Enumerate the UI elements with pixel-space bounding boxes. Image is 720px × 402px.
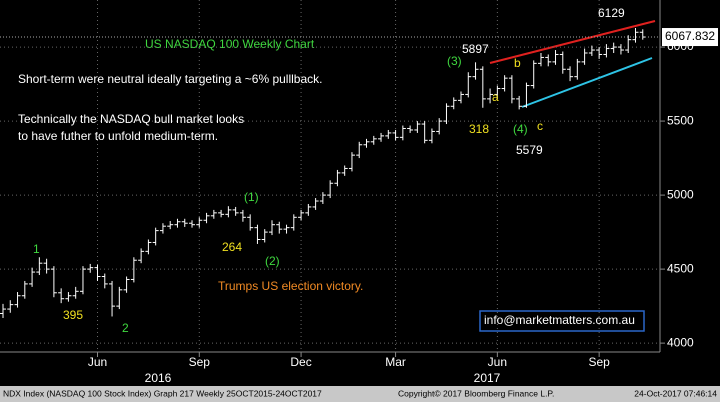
email-box xyxy=(479,310,645,332)
annotation: (3) xyxy=(447,54,462,68)
annotation: 318 xyxy=(469,122,489,136)
chart-title: US NASDAQ 100 Weekly Chart xyxy=(145,37,315,51)
x-tick-label: Jun xyxy=(488,355,507,369)
y-tick-label: 4000 xyxy=(667,335,694,349)
y-tick-label: 5500 xyxy=(667,113,694,127)
resistance-line xyxy=(489,20,656,64)
x-tick-label: Jun xyxy=(88,355,107,369)
annotation: Technically the NASDAQ bull market looks xyxy=(18,112,244,126)
footer-bar xyxy=(0,386,720,402)
x-tick-label: Sep xyxy=(588,355,610,369)
annotation: 5579 xyxy=(516,143,543,157)
annotation: to have futher to unfold medium-term. xyxy=(18,129,218,143)
annotation: (1) xyxy=(244,190,259,204)
footer-right: 24-Oct-2017 07:46:14 xyxy=(634,388,717,398)
y-tick-label: 5000 xyxy=(667,187,694,201)
annotation: a xyxy=(492,90,499,104)
last-price-label: 6067.832 xyxy=(665,29,715,43)
annotation: Trumps US election victory. xyxy=(218,279,363,293)
last-price-box xyxy=(662,28,718,47)
footer-left: NDX Index (NASDAQ 100 Stock Index) Graph… xyxy=(3,388,322,398)
annotation: 1 xyxy=(33,242,40,256)
annotation: 395 xyxy=(63,308,83,322)
annotation: c xyxy=(537,119,543,133)
year-label: 2017 xyxy=(474,371,501,385)
x-tick-label: Sep xyxy=(189,355,211,369)
y-tick-label: 4500 xyxy=(667,261,694,275)
x-tick-label: Dec xyxy=(290,355,311,369)
annotation: info@marketmatters.com.au xyxy=(484,313,635,327)
annotation: b xyxy=(514,56,521,70)
annotation: 6129 xyxy=(598,6,625,20)
support-line xyxy=(521,57,653,108)
annotation: 5897 xyxy=(462,42,489,56)
footer-center: Copyright© 2017 Bloomberg Finance L.P. xyxy=(398,388,554,398)
annotation: (2) xyxy=(265,254,280,268)
x-tick-label: Mar xyxy=(385,355,406,369)
annotation: 2 xyxy=(122,321,129,335)
annotation: (4) xyxy=(513,122,528,136)
annotation: Short-term were neutral ideally targetin… xyxy=(18,72,323,86)
year-label: 2016 xyxy=(145,371,172,385)
annotation: 264 xyxy=(222,240,242,254)
